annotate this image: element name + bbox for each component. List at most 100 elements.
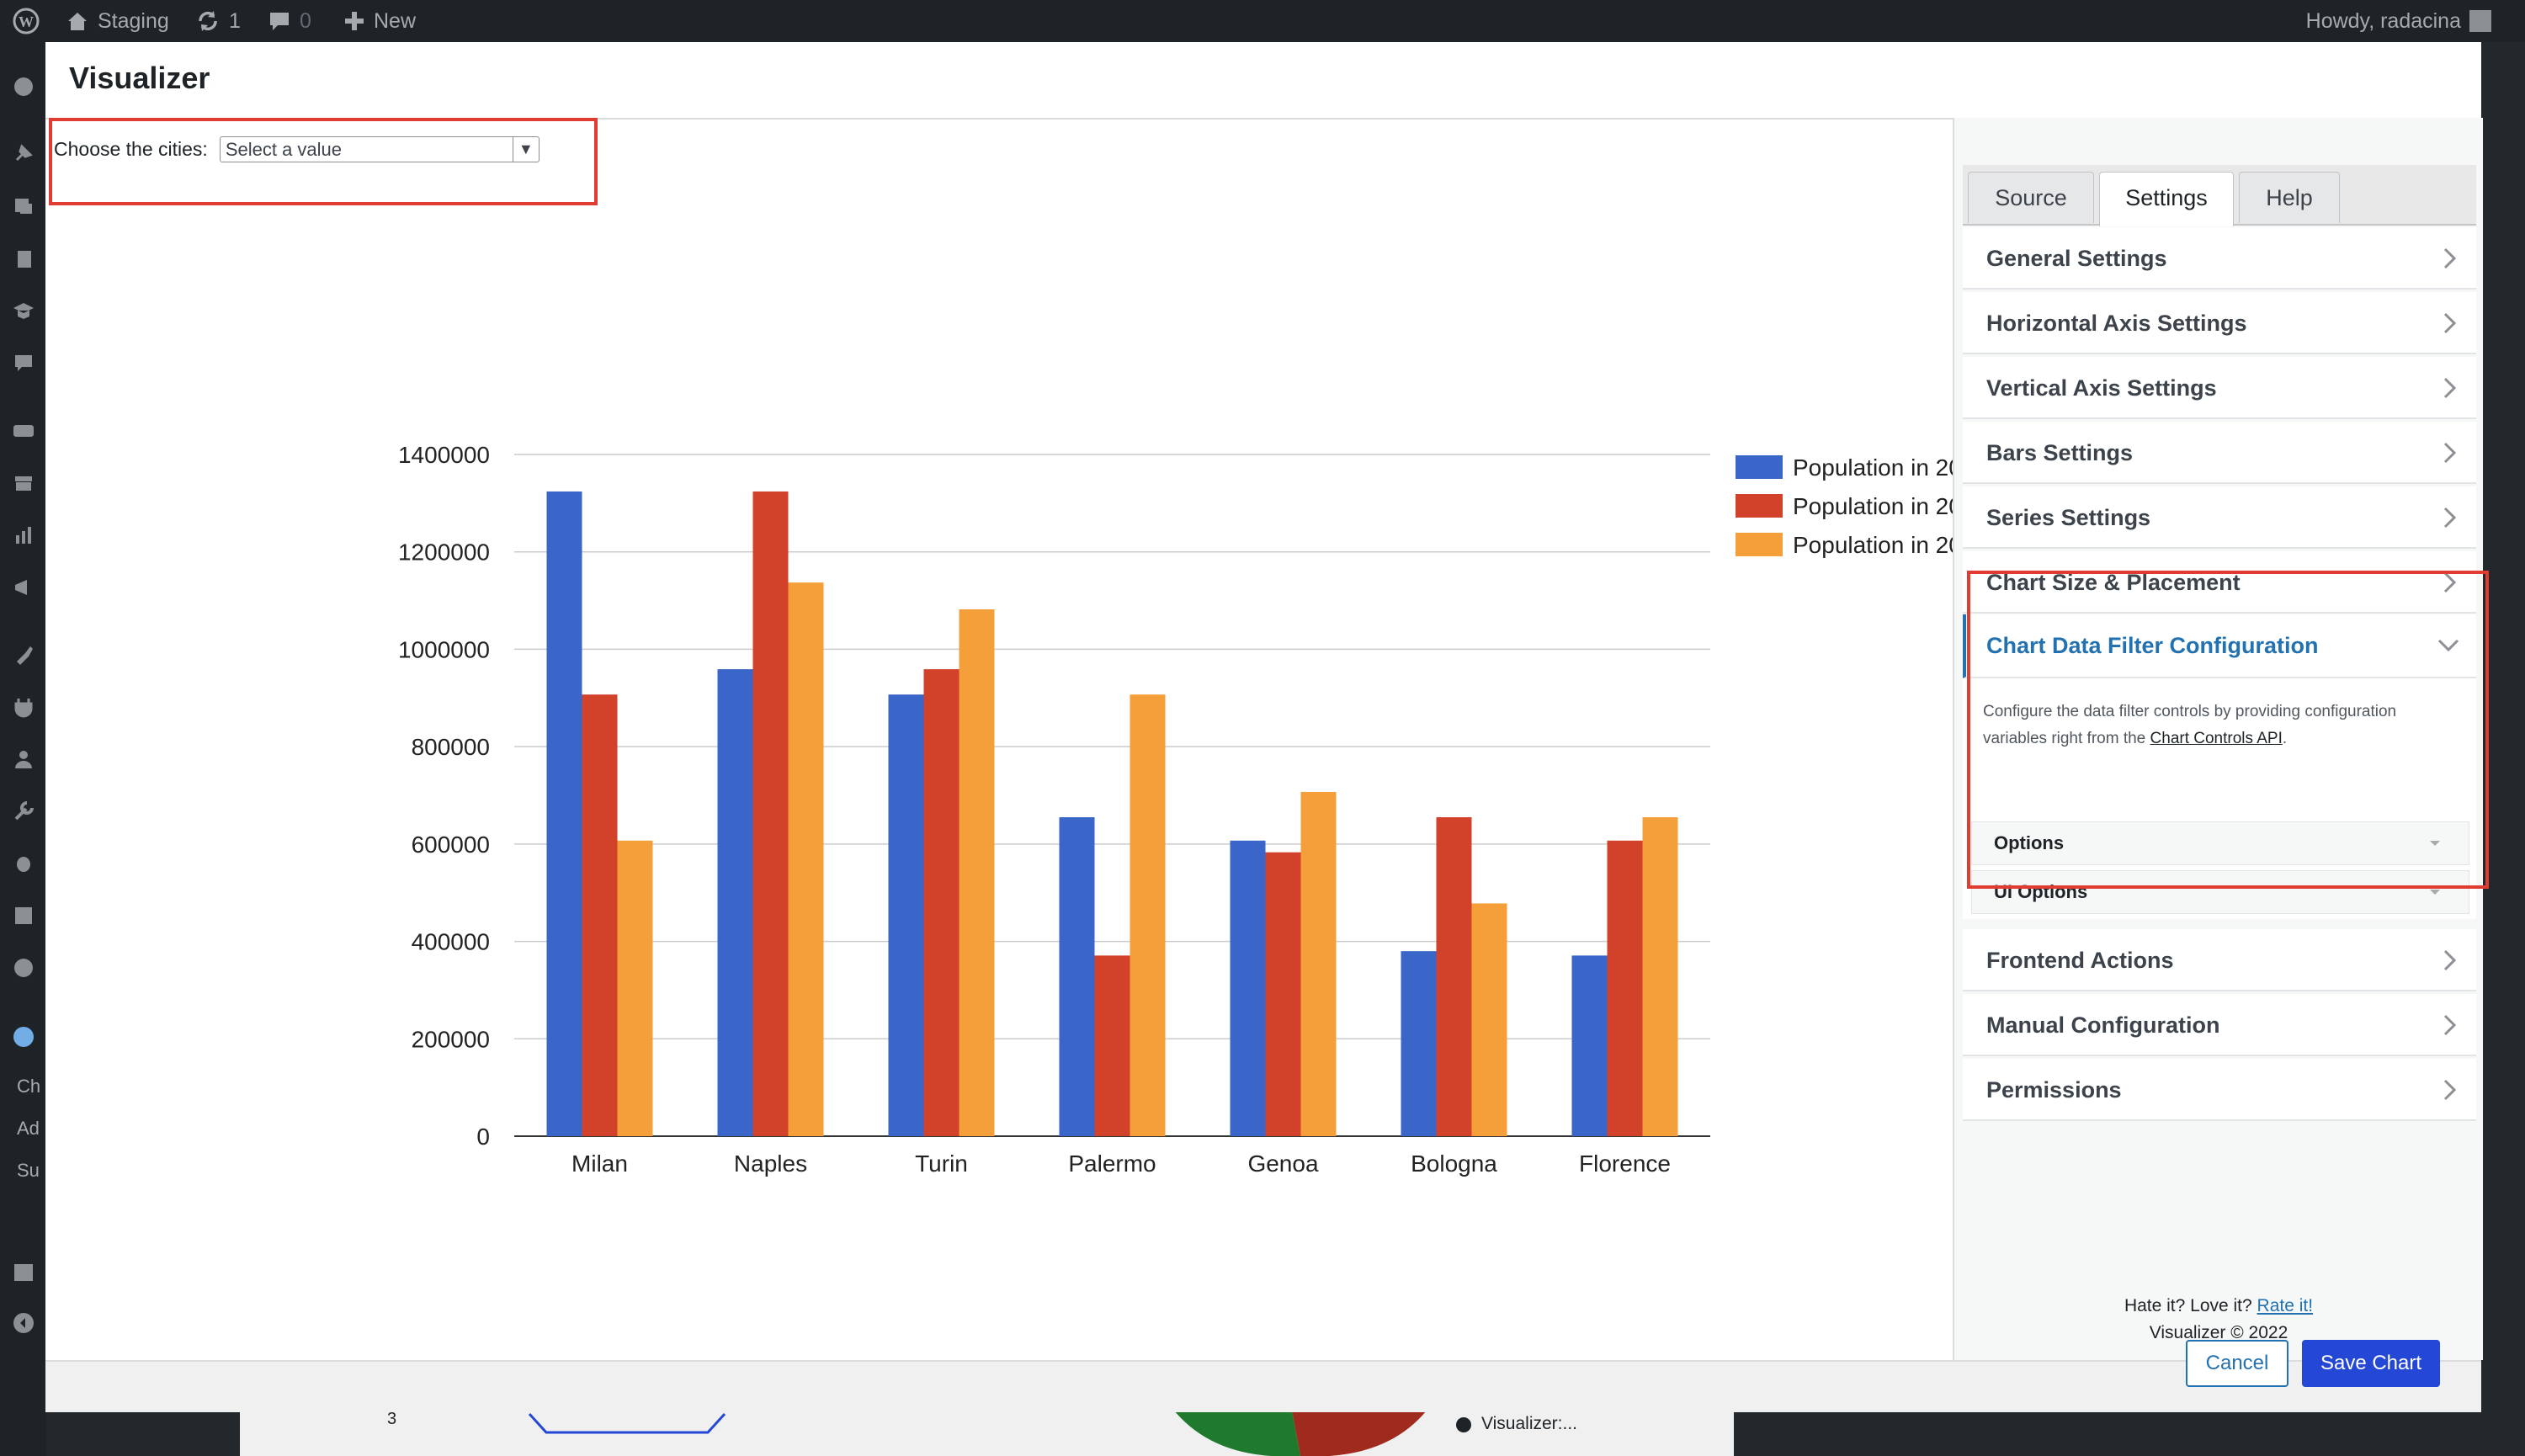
section-label: General Settings xyxy=(1986,246,2167,271)
filter-label: Choose the cities: xyxy=(54,138,208,160)
comment-icon xyxy=(270,13,289,30)
y-tick-label: 1000000 xyxy=(398,636,490,662)
section-label: Horizontal Axis Settings xyxy=(1986,311,2247,336)
admin-bar-new[interactable]: New xyxy=(343,0,416,42)
refresh-icon xyxy=(199,11,217,31)
city-select[interactable]: Select a value ▼ xyxy=(219,136,540,162)
chevron-down-icon[interactable]: ▼ xyxy=(512,137,539,162)
section-label: Permissions xyxy=(1986,1077,2122,1103)
bar xyxy=(1642,817,1678,1136)
appearance-icon[interactable] xyxy=(12,643,35,667)
x-tick-label: Turin xyxy=(915,1150,968,1177)
section-label: Chart Size & Placement xyxy=(1986,570,2241,595)
arrow-left-circle-icon[interactable] xyxy=(12,1311,35,1335)
chevron-down-icon xyxy=(2437,639,2459,652)
section-manual-configuration[interactable]: Manual Configuration xyxy=(1963,994,2476,1056)
y-tick-label: 600000 xyxy=(412,832,490,858)
x-tick-label: Bologna xyxy=(1411,1150,1497,1177)
bar xyxy=(752,491,789,1136)
dashboard-icon[interactable] xyxy=(12,74,35,98)
new-label: New xyxy=(374,9,417,33)
comments-icon[interactable] xyxy=(12,352,35,375)
section-description: Configure the data filter controls by pr… xyxy=(1983,699,2463,752)
updates-count: 1 xyxy=(229,9,241,33)
admin-bar-site[interactable]: Staging xyxy=(66,0,169,42)
archive-icon[interactable] xyxy=(12,471,35,495)
wifi-icon[interactable] xyxy=(12,956,35,980)
population-bar-chart: 0 200000 400000 600000 800000 1000000 1200000 1… xyxy=(398,442,1988,1177)
section-horizontal-axis-settings[interactable]: Horizontal Axis Settings xyxy=(1963,292,2476,354)
sidebar-item-add[interactable]: Ad xyxy=(17,1118,40,1139)
plus-icon xyxy=(345,12,364,30)
rate-prompt: Hate it? Love it? xyxy=(2124,1296,2257,1315)
save-chart-button[interactable]: Save Chart xyxy=(2302,1340,2440,1387)
tab-settings[interactable]: Settings xyxy=(2099,172,2234,226)
x-tick-label: Florence xyxy=(1579,1150,1671,1177)
greeting: Howdy, radacina xyxy=(2305,9,2461,33)
wordpress-logo-icon[interactable]: W xyxy=(12,0,40,42)
modal-footer xyxy=(45,1360,2481,1412)
sidebar-item-charts[interactable]: Ch xyxy=(17,1076,41,1097)
chart-controls-api-link[interactable]: Chart Controls API xyxy=(2150,730,2283,747)
graduation-cap-icon[interactable] xyxy=(12,300,35,323)
legend-swatch xyxy=(1736,494,1783,518)
city-select-value: Select a value xyxy=(225,139,343,160)
bar xyxy=(1300,791,1337,1136)
plugins-icon[interactable] xyxy=(12,695,35,719)
chevron-right-icon xyxy=(2443,312,2457,334)
background-legend-dot xyxy=(1456,1417,1471,1432)
bar xyxy=(582,694,618,1136)
pages-icon[interactable] xyxy=(12,247,35,271)
section-permissions[interactable]: Permissions xyxy=(1963,1059,2476,1121)
woo-icon[interactable] xyxy=(12,419,35,443)
site-name: Staging xyxy=(98,9,169,33)
tab-source[interactable]: Source xyxy=(1968,172,2094,223)
chevron-right-icon xyxy=(2443,1079,2457,1101)
admin-bar-account[interactable]: Howdy, radacina xyxy=(2306,0,2491,42)
triangle-down-icon xyxy=(2430,890,2440,895)
section-series-settings[interactable]: Series Settings xyxy=(1963,486,2476,549)
users-icon[interactable] xyxy=(12,747,35,771)
megaphone-icon[interactable] xyxy=(12,576,35,599)
chevron-right-icon xyxy=(2443,571,2457,593)
tab-help[interactable]: Help xyxy=(2239,172,2340,223)
bar xyxy=(1265,852,1301,1136)
background-legend-text: Visualizer:... xyxy=(1481,1414,1577,1433)
copyright: Visualizer © 2022 xyxy=(2149,1323,2288,1342)
visualizer-icon[interactable] xyxy=(12,1025,35,1049)
admin-bar-updates[interactable]: 1 xyxy=(195,0,241,42)
cancel-button[interactable]: Cancel xyxy=(2186,1340,2288,1387)
subsection-ui-options[interactable]: UI Options xyxy=(1971,870,2469,914)
collapse-menu-icon[interactable] xyxy=(12,1261,35,1284)
analytics-icon[interactable] xyxy=(12,523,35,547)
media-icon[interactable] xyxy=(12,194,35,217)
section-chart-data-filter: Chart Data Filter Configuration Configur… xyxy=(1963,614,2476,919)
bar xyxy=(888,694,924,1136)
x-tick-label: Milan xyxy=(571,1150,628,1177)
settings-panel: Source Settings Help General Settings Hor… xyxy=(1953,118,2483,1360)
section-header-chart-data-filter[interactable]: Chart Data Filter Configuration xyxy=(1963,614,2476,678)
section-vertical-axis-settings[interactable]: Vertical Axis Settings xyxy=(1963,357,2476,419)
section-chart-size-placement[interactable]: Chart Size & Placement xyxy=(1963,551,2476,614)
rate-it-link[interactable]: Rate it! xyxy=(2257,1296,2314,1315)
bar xyxy=(717,669,753,1136)
x-tick-label: Palermo xyxy=(1068,1150,1156,1177)
section-general-settings[interactable]: General Settings xyxy=(1963,227,2476,290)
admin-bar-comments[interactable]: 0 xyxy=(268,0,311,42)
section-frontend-actions[interactable]: Frontend Actions xyxy=(1963,929,2476,991)
highlight-box-filter xyxy=(49,118,598,205)
subsection-options[interactable]: Options xyxy=(1971,821,2469,865)
y-tick-label: 0 xyxy=(476,1124,490,1150)
sidebar-item-support[interactable]: Su xyxy=(17,1160,40,1181)
pin-icon[interactable] xyxy=(12,141,35,165)
visualizer-modal: Visualizer Choose the cities: Select a v… xyxy=(45,42,2489,1412)
tools-icon[interactable] xyxy=(12,800,35,823)
subsection-label: UI Options xyxy=(1994,881,2088,902)
y-tick-label: 1400000 xyxy=(398,442,490,468)
section-label: Vertical Axis Settings xyxy=(1986,375,2217,401)
layout-icon[interactable] xyxy=(12,904,35,927)
bar xyxy=(1436,817,1472,1136)
section-label: Series Settings xyxy=(1986,505,2151,530)
section-bars-settings[interactable]: Bars Settings xyxy=(1963,422,2476,484)
bug-icon[interactable] xyxy=(12,852,35,875)
